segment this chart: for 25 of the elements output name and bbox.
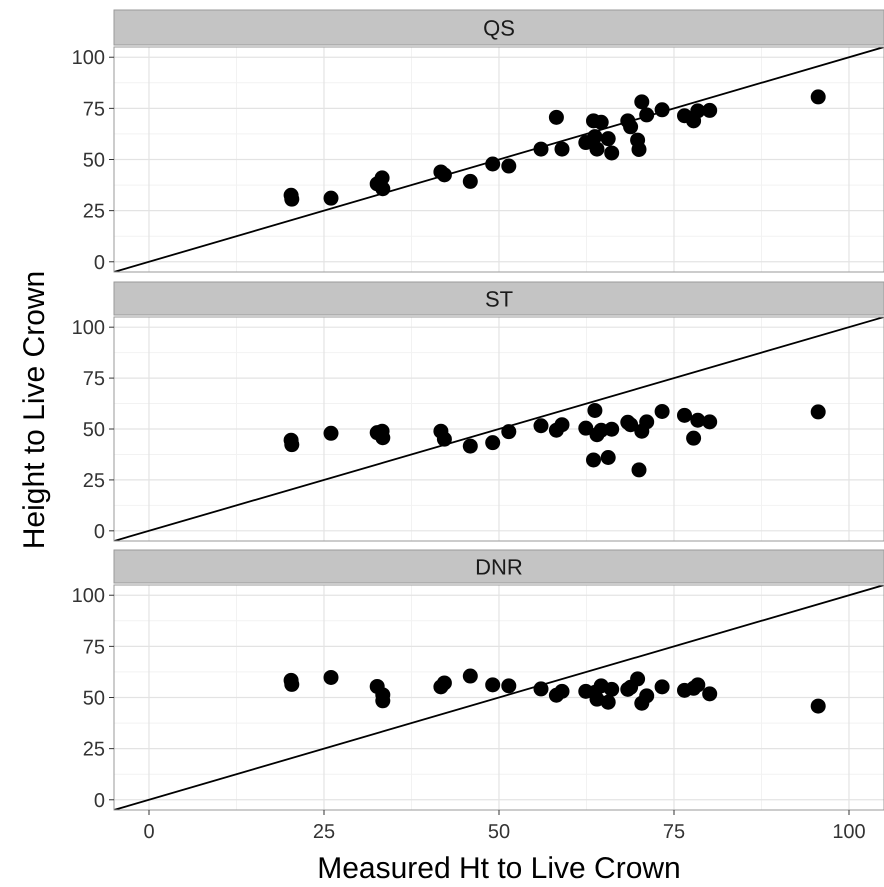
y-tick-label: 50 (82, 688, 105, 710)
y-tick-label: 100 (72, 47, 105, 70)
x-tick-label: 25 (312, 821, 336, 843)
y-tick-label: 75 (82, 368, 105, 390)
y-tick-label: 0 (94, 252, 105, 274)
y-tick-label: 100 (72, 317, 105, 340)
y-tick-label: 75 (82, 98, 105, 120)
y-tick-label: 0 (94, 520, 105, 543)
y-axis-title: Height to Live Crown (18, 270, 51, 550)
x-axis-title: Measured Ht to Live Crown (317, 852, 681, 885)
y-tick-label: 50 (82, 419, 105, 441)
x-tick-label: 100 (832, 821, 866, 843)
y-tick-label: 75 (82, 636, 105, 658)
chart-title: DNR (475, 554, 523, 580)
y-tick-label: 25 (82, 470, 105, 492)
x-tick-label: 50 (488, 821, 510, 843)
chart-title: QS (483, 16, 515, 40)
chart-title: ST (484, 286, 514, 312)
y-tick-label: 0 (94, 790, 105, 812)
y-tick-label: 25 (82, 200, 105, 223)
y-tick-label: 100 (72, 585, 105, 608)
y-tick-label: 50 (82, 150, 105, 172)
y-tick-label: 25 (82, 738, 105, 761)
x-tick-label: 0 (143, 821, 155, 843)
x-tick-label: 75 (662, 821, 686, 843)
